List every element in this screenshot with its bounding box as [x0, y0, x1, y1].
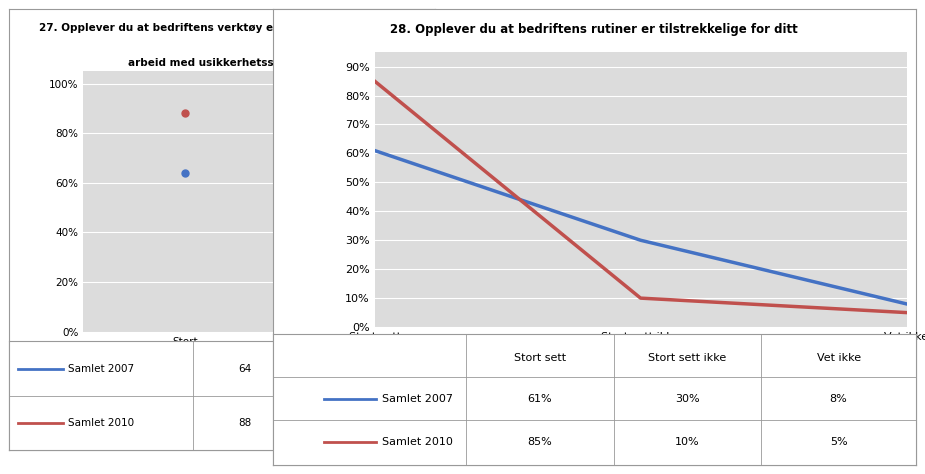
Text: Stort sett ikke: Stort sett ikke — [648, 353, 727, 363]
Text: arbeid med usikkerhetsstyring?: arbeid med usikkerhetsstyring? — [129, 58, 315, 68]
Text: 85%: 85% — [527, 438, 552, 447]
Text: Stort sett: Stort sett — [513, 353, 566, 363]
Text: 28. Opplever du at bedriftens rutiner er tilstrekkelige for ditt: 28. Opplever du at bedriftens rutiner er… — [390, 23, 798, 36]
Text: 5%: 5% — [830, 438, 847, 447]
Text: Samlet 2010: Samlet 2010 — [382, 438, 453, 447]
Text: Samlet 2010: Samlet 2010 — [68, 418, 134, 428]
Text: Utvikling 2007-2010: Utvikling 2007-2010 — [527, 105, 661, 118]
Text: Vet ikke: Vet ikke — [817, 353, 860, 363]
Text: 10%: 10% — [675, 438, 700, 447]
Text: Samlet 2007: Samlet 2007 — [68, 364, 134, 374]
Text: 30%: 30% — [675, 394, 700, 404]
Text: Samlet 2007: Samlet 2007 — [382, 394, 453, 404]
Text: 61%: 61% — [527, 394, 552, 404]
Text: 27. Opplever du at bedriftens verktøy er tilstrekkelige for ditt: 27. Opplever du at bedriftens verktøy er… — [39, 23, 405, 33]
Text: 8%: 8% — [830, 394, 847, 404]
Text: 88: 88 — [239, 418, 252, 428]
Text: Utvikling 2007-2010: Utvikling 2007-2010 — [163, 93, 281, 103]
Text: 64: 64 — [239, 364, 252, 374]
Text: arbeid med usikkerhetsstyring?: arbeid med usikkerhetsstyring? — [489, 64, 699, 77]
